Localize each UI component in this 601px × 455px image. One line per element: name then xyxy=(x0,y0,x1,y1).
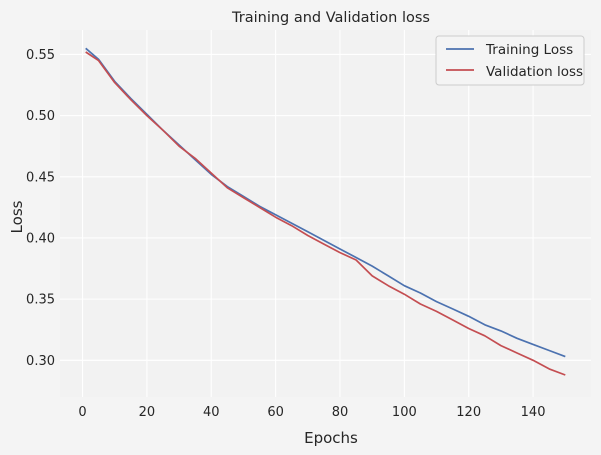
series-lines xyxy=(85,47,566,376)
x-tick-label: 0 xyxy=(78,405,86,420)
x-tick-label: 20 xyxy=(139,405,156,420)
y-tick-label: 0.50 xyxy=(26,109,55,124)
x-tick-label: 60 xyxy=(267,405,284,420)
y-tick-label: 0.55 xyxy=(26,48,55,63)
y-tick-label: 0.35 xyxy=(26,293,55,308)
x-tick-label: 80 xyxy=(332,405,349,420)
x-tick-label: 40 xyxy=(203,405,220,420)
x-ticks: 0 20 40 60 80 100 120 140 xyxy=(78,405,545,420)
y-ticks: 0.30 0.35 0.40 0.45 0.50 0.55 xyxy=(26,48,55,369)
chart-title: Training and Validation loss xyxy=(231,10,430,26)
y-tick-label: 0.30 xyxy=(26,354,55,369)
x-tick-label: 120 xyxy=(456,405,481,420)
y-axis-label: Loss xyxy=(8,200,26,233)
legend-label-training: Training Loss xyxy=(485,42,573,58)
y-tick-label: 0.45 xyxy=(26,170,55,185)
series-line-1 xyxy=(85,51,566,376)
x-tick-label: 140 xyxy=(521,405,546,420)
y-tick-label: 0.40 xyxy=(26,231,55,246)
x-tick-label: 100 xyxy=(392,405,417,420)
x-axis-label: Epochs xyxy=(304,429,358,447)
legend-label-validation: Validation loss xyxy=(486,64,583,80)
plot-background xyxy=(60,30,591,397)
legend: Training Loss Validation loss xyxy=(435,35,585,86)
grid xyxy=(60,30,591,397)
